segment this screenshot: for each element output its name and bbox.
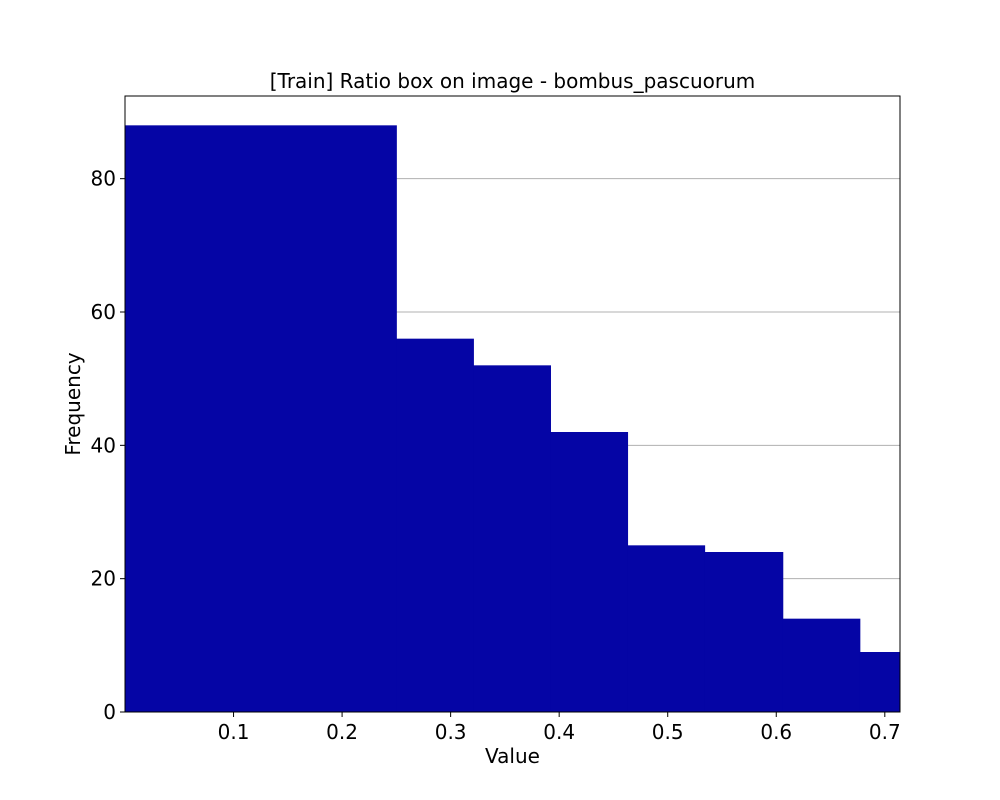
x-axis-label: Value — [485, 744, 540, 768]
y-tick-label-40: 40 — [91, 433, 116, 457]
y-tick-label-60: 60 — [91, 300, 116, 324]
y-axis-label: Frequency — [61, 352, 85, 455]
y-tick-label-80: 80 — [91, 167, 116, 191]
x-tick-label-0.2: 0.2 — [326, 720, 358, 744]
histogram-bar-3 — [473, 365, 551, 712]
histogram-bar-6 — [704, 552, 784, 712]
x-tick-label-0.6: 0.6 — [760, 720, 792, 744]
y-tick-label-0: 0 — [103, 700, 116, 724]
x-tick-label-0.4: 0.4 — [543, 720, 575, 744]
histogram-bar-4 — [550, 432, 629, 712]
histogram-bar-5 — [627, 545, 706, 712]
histogram-bar-1 — [125, 125, 397, 713]
chart-title: [Train] Ratio box on image - bombus_pasc… — [270, 69, 756, 93]
histogram-bar-7 — [782, 618, 861, 712]
x-tick-label-0.7: 0.7 — [869, 720, 901, 744]
histogram-bar-8 — [859, 652, 901, 712]
y-ticks: 0 20 40 60 80 — [91, 167, 125, 724]
bars — [125, 125, 901, 713]
plot-frame — [124, 95, 901, 713]
x-ticks: 0.1 0.2 0.3 0.4 0.5 0.6 0.7 — [218, 712, 901, 744]
y-tick-label-20: 20 — [91, 567, 116, 591]
histogram-bar-2 — [396, 338, 474, 712]
x-tick-label-0.1: 0.1 — [218, 720, 250, 744]
x-tick-label-0.5: 0.5 — [652, 720, 684, 744]
x-tick-label-0.3: 0.3 — [435, 720, 467, 744]
